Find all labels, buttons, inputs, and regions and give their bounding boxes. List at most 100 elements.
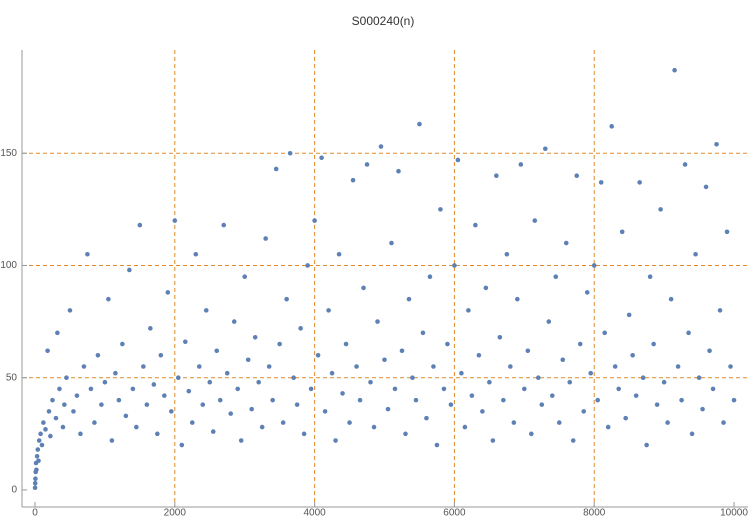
point bbox=[364, 162, 370, 167]
point bbox=[50, 397, 55, 403]
point bbox=[577, 341, 583, 347]
point bbox=[273, 166, 279, 172]
point bbox=[542, 146, 548, 152]
point bbox=[203, 308, 209, 313]
point bbox=[210, 429, 216, 434]
point bbox=[189, 420, 195, 425]
x-tick-label: 4000 bbox=[303, 508, 326, 517]
point bbox=[588, 370, 594, 376]
x-tick-label: 2000 bbox=[164, 508, 187, 517]
x-tick-label: 8000 bbox=[583, 508, 606, 517]
point bbox=[88, 386, 94, 392]
y-tick-label: 150 bbox=[0, 148, 17, 159]
point bbox=[116, 397, 122, 403]
point bbox=[270, 397, 275, 403]
point bbox=[32, 480, 38, 486]
point bbox=[693, 251, 698, 257]
point bbox=[235, 386, 241, 392]
point bbox=[263, 236, 268, 241]
point bbox=[298, 326, 303, 331]
point bbox=[637, 180, 642, 185]
point bbox=[385, 406, 391, 412]
point bbox=[36, 438, 42, 443]
point bbox=[633, 393, 639, 398]
point bbox=[169, 409, 174, 414]
point bbox=[207, 379, 213, 385]
x-tick-label: 6000 bbox=[443, 508, 466, 517]
point bbox=[668, 296, 674, 302]
point bbox=[595, 397, 601, 403]
point bbox=[315, 352, 321, 358]
point bbox=[501, 397, 506, 403]
point bbox=[176, 375, 181, 381]
point bbox=[74, 393, 80, 398]
point bbox=[48, 433, 53, 439]
point bbox=[53, 415, 59, 421]
point bbox=[85, 251, 90, 257]
point bbox=[214, 348, 220, 354]
point bbox=[570, 438, 576, 443]
point bbox=[675, 364, 681, 369]
point bbox=[319, 155, 324, 161]
point bbox=[340, 391, 345, 396]
point bbox=[511, 420, 517, 425]
point bbox=[563, 240, 569, 246]
point bbox=[350, 177, 356, 183]
point bbox=[64, 375, 69, 381]
point bbox=[127, 267, 132, 273]
point bbox=[396, 168, 401, 174]
point bbox=[92, 420, 97, 425]
point bbox=[490, 438, 496, 443]
point bbox=[354, 364, 359, 369]
point bbox=[196, 364, 202, 369]
point bbox=[231, 319, 237, 324]
point bbox=[508, 364, 513, 369]
point bbox=[679, 397, 684, 403]
point bbox=[357, 397, 363, 403]
point bbox=[109, 438, 115, 443]
point bbox=[515, 296, 520, 302]
point bbox=[193, 251, 199, 257]
point bbox=[623, 415, 628, 421]
point bbox=[382, 357, 387, 363]
point bbox=[494, 173, 499, 178]
point bbox=[459, 370, 464, 376]
point bbox=[658, 207, 663, 212]
point bbox=[228, 411, 234, 416]
point bbox=[574, 173, 580, 178]
point bbox=[81, 364, 87, 369]
point bbox=[165, 290, 171, 295]
point bbox=[368, 379, 373, 385]
point bbox=[399, 348, 405, 354]
point bbox=[661, 379, 667, 385]
point bbox=[480, 409, 485, 414]
point bbox=[34, 467, 39, 473]
point bbox=[556, 420, 562, 425]
point bbox=[41, 420, 46, 425]
point bbox=[665, 420, 670, 425]
point bbox=[553, 274, 559, 280]
point bbox=[417, 121, 422, 127]
point bbox=[389, 240, 394, 246]
point bbox=[567, 379, 573, 385]
point bbox=[43, 427, 48, 432]
point bbox=[333, 438, 338, 443]
point bbox=[221, 222, 227, 228]
point bbox=[605, 424, 611, 430]
point bbox=[162, 393, 167, 398]
point bbox=[626, 312, 632, 318]
point bbox=[179, 442, 185, 448]
point bbox=[445, 341, 450, 347]
point bbox=[252, 335, 258, 340]
point bbox=[630, 352, 635, 358]
point bbox=[55, 330, 60, 336]
point bbox=[672, 67, 677, 73]
point bbox=[256, 379, 261, 385]
point bbox=[721, 420, 726, 425]
point bbox=[155, 431, 160, 437]
point bbox=[518, 162, 524, 167]
point bbox=[546, 319, 552, 324]
point bbox=[497, 335, 503, 340]
point bbox=[686, 330, 691, 336]
point bbox=[224, 370, 230, 376]
